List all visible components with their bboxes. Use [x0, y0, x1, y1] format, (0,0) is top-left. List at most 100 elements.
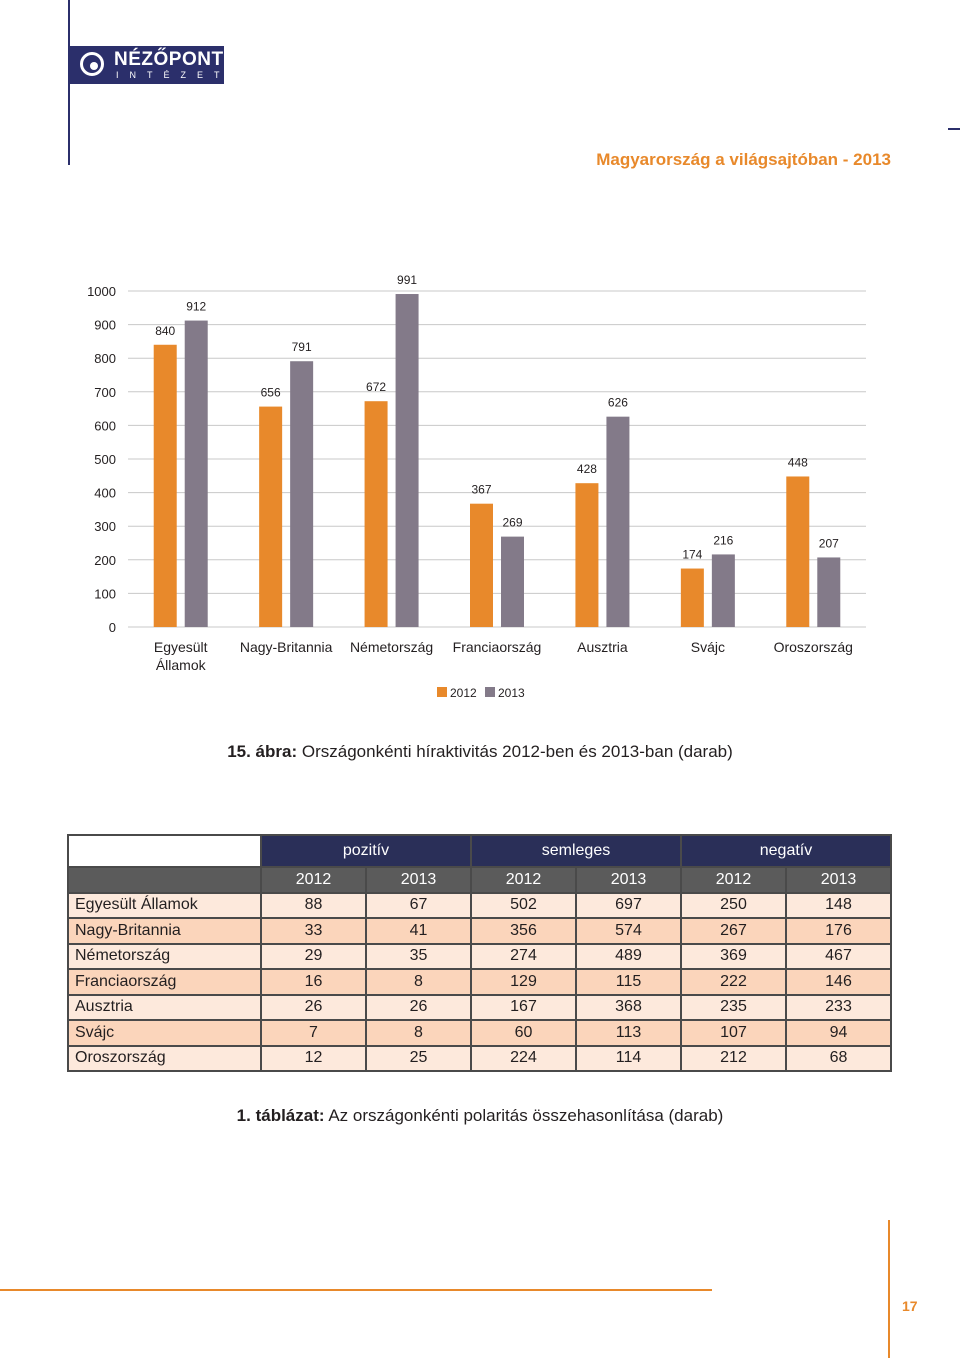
x-tick-label: Ausztria	[577, 639, 628, 655]
legend-label: 2013	[498, 686, 525, 700]
value-cell: 274	[470, 942, 577, 970]
value-cell: 489	[575, 942, 682, 970]
legend-swatch	[485, 687, 495, 697]
group-header-positive: pozitív	[260, 834, 472, 868]
year-header: 2013	[365, 866, 472, 894]
year-header: 2012	[260, 866, 367, 894]
bar-2012	[364, 401, 388, 627]
table-caption-label: 1. táblázat:	[236, 1106, 325, 1125]
data-label: 216	[713, 533, 733, 547]
value-cell: 250	[680, 891, 787, 919]
table-caption: 1. táblázat: Az országonkénti polaritás …	[0, 1106, 960, 1126]
value-cell: 113	[575, 1019, 682, 1047]
value-cell: 146	[785, 968, 892, 996]
value-cell: 502	[470, 891, 577, 919]
value-cell: 697	[575, 891, 682, 919]
value-cell: 167	[470, 993, 577, 1021]
country-cell: Nagy-Britannia	[67, 917, 262, 945]
value-cell: 26	[260, 993, 367, 1021]
value-cell: 369	[680, 942, 787, 970]
table-row: Egyesült Államok 88 67 502 697 250 148	[67, 891, 892, 919]
x-tick-label: Svájc	[691, 639, 725, 655]
bar-2013	[395, 294, 419, 627]
page-number: 17	[902, 1298, 918, 1314]
legend-swatch	[437, 687, 447, 697]
value-cell: 148	[785, 891, 892, 919]
value-cell: 41	[365, 917, 472, 945]
logo-main-text: NÉZŐPONT	[114, 49, 224, 70]
bar-2013	[606, 416, 630, 627]
x-tick-label: Nagy-Britannia	[240, 639, 333, 655]
y-tick-label: 900	[94, 318, 116, 333]
year-header-corner	[67, 866, 262, 894]
y-tick-label: 100	[94, 586, 116, 601]
value-cell: 129	[470, 968, 577, 996]
x-tick-label: Oroszország	[774, 639, 853, 655]
data-label: 626	[608, 396, 628, 410]
y-tick-label: 700	[94, 385, 116, 400]
logo-sub-text: INTÉZET	[116, 70, 231, 80]
y-tick-label: 300	[94, 519, 116, 534]
table-corner-cell	[67, 834, 262, 868]
bar-2013	[711, 554, 735, 627]
value-cell: 26	[365, 993, 472, 1021]
group-header-neutral: semleges	[470, 834, 682, 868]
value-cell: 88	[260, 891, 367, 919]
data-label: 791	[292, 340, 312, 354]
value-cell: 212	[680, 1044, 787, 1072]
y-tick-label: 500	[94, 452, 116, 467]
legend-label: 2012	[450, 686, 477, 700]
bar-2012	[680, 568, 704, 627]
x-tick-label: Államok	[156, 657, 207, 673]
year-header: 2013	[575, 866, 682, 894]
x-tick-label: Franciaország	[453, 639, 542, 655]
value-cell: 233	[785, 993, 892, 1021]
value-cell: 368	[575, 993, 682, 1021]
chart-caption-text: Országonkénti híraktivitás 2012-ben és 2…	[301, 742, 733, 761]
left-decor-line	[68, 0, 70, 165]
value-cell: 224	[470, 1044, 577, 1072]
value-cell: 60	[470, 1019, 577, 1047]
bottom-vertical-decor-line	[888, 1220, 890, 1358]
y-tick-label: 800	[94, 351, 116, 366]
year-header: 2013	[785, 866, 892, 894]
data-label: 367	[471, 483, 491, 497]
chart-caption: 15. ábra: Országonkénti híraktivitás 201…	[0, 742, 960, 762]
data-label: 269	[502, 516, 522, 530]
table-row: Ausztria 26 26 167 368 235 233	[67, 993, 892, 1021]
year-header: 2012	[680, 866, 787, 894]
data-label: 840	[155, 324, 175, 338]
year-header: 2012	[470, 866, 577, 894]
nezopont-logo: NÉZŐPONT INTÉZET	[70, 46, 224, 84]
data-label: 448	[788, 455, 808, 469]
data-label: 991	[397, 273, 417, 287]
bottom-decor-line	[0, 1289, 712, 1291]
value-cell: 33	[260, 917, 367, 945]
bar-2012	[259, 406, 283, 627]
value-cell: 267	[680, 917, 787, 945]
country-cell: Svájc	[67, 1019, 262, 1047]
value-cell: 356	[470, 917, 577, 945]
bar-2012	[575, 483, 599, 627]
eye-icon	[80, 52, 104, 76]
table-row: Oroszország 12 25 224 114 212 68	[67, 1044, 892, 1072]
value-cell: 12	[260, 1044, 367, 1072]
country-cell: Ausztria	[67, 993, 262, 1021]
table-caption-text: Az országonkénti polaritás összehasonlít…	[328, 1106, 724, 1125]
y-tick-label: 200	[94, 553, 116, 568]
value-cell: 68	[785, 1044, 892, 1072]
bar-2012	[153, 344, 177, 627]
data-label: 672	[366, 380, 386, 394]
value-cell: 7	[260, 1019, 367, 1047]
country-cell: Németország	[67, 942, 262, 970]
data-label: 428	[577, 462, 597, 476]
bar-2013	[817, 557, 841, 627]
value-cell: 94	[785, 1019, 892, 1047]
value-cell: 176	[785, 917, 892, 945]
x-tick-label: Németország	[350, 639, 433, 655]
value-cell: 35	[365, 942, 472, 970]
value-cell: 235	[680, 993, 787, 1021]
data-label: 912	[186, 300, 206, 314]
value-cell: 467	[785, 942, 892, 970]
data-label: 656	[261, 386, 281, 400]
